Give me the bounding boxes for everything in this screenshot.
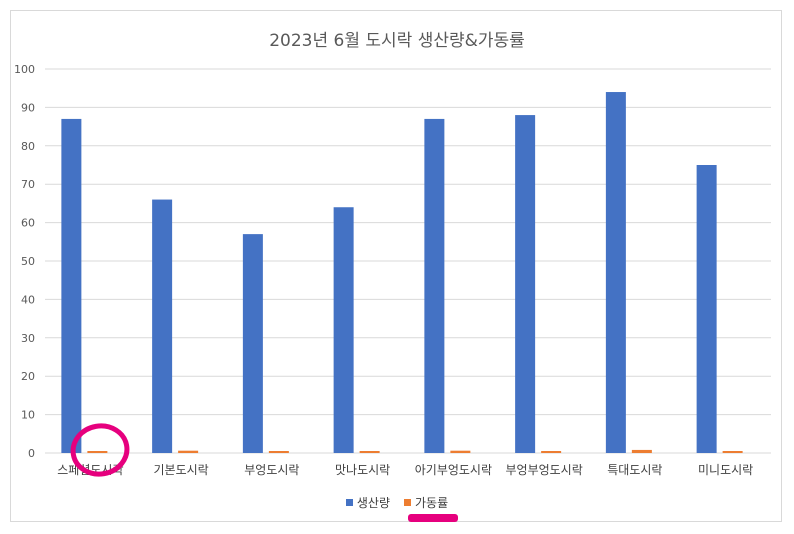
annotation-circle [70, 423, 130, 477]
y-tick-label-40: 40 [21, 293, 35, 306]
y-tick-label-70: 70 [21, 178, 35, 191]
bar-1-6 [515, 115, 536, 453]
annotation-underline [408, 514, 458, 522]
bar-1-2 [152, 199, 173, 453]
x-tick-label-5: 아기부엉도시락 [415, 463, 492, 477]
bar-1-8 [696, 165, 717, 453]
y-tick-label-50: 50 [21, 255, 35, 268]
bar-1-5 [424, 118, 445, 454]
bar-2-4 [359, 451, 380, 453]
y-tick-label-90: 90 [21, 101, 35, 114]
y-tick-label-80: 80 [21, 140, 35, 153]
chart-frame [10, 10, 782, 522]
legend-item-series-2: 가동률 [404, 494, 448, 511]
legend-swatch-series-2 [404, 499, 411, 506]
legend-label-series-1: 생산량 [356, 496, 390, 510]
x-tick-label-3: 부엉도시락 [244, 463, 299, 477]
chart-legend: 생산량 가동률 [0, 494, 794, 511]
y-tick-label-60: 60 [21, 217, 35, 230]
chart-title: 2023년 6월 도시락 생산량&가동률 [269, 31, 525, 51]
legend-swatch-series-1 [345, 499, 353, 506]
y-tick-label-20: 20 [21, 370, 35, 383]
bar-1-1 [61, 118, 82, 454]
bar-2-8 [722, 451, 743, 453]
legend-item-series-1: 생산량 [345, 494, 390, 511]
bar-2-7 [631, 449, 652, 453]
bar-1-7 [605, 92, 626, 453]
bar-2-3 [268, 451, 289, 453]
x-tick-label-8: 미니도시락 [698, 463, 753, 477]
x-tick-label-6: 부엉부엉도시락 [505, 463, 582, 477]
bar-2-1 [87, 451, 108, 453]
x-tick-label-7: 특대도시락 [607, 463, 662, 477]
x-tick-label-2: 기본도시락 [154, 463, 209, 477]
y-tick-label-100: 100 [14, 63, 35, 76]
y-tick-label-0: 0 [28, 447, 35, 460]
legend-label-series-2: 가동률 [415, 496, 449, 510]
y-tick-label-10: 10 [21, 409, 35, 422]
y-tick-label-30: 30 [21, 332, 35, 345]
x-tick-label-4: 맛나도시락 [335, 463, 390, 477]
bar-1-3 [242, 234, 263, 453]
bar-2-5 [450, 450, 471, 453]
bar-1-4 [333, 207, 354, 453]
bar-2-6 [541, 451, 562, 453]
bar-2-2 [178, 450, 199, 453]
